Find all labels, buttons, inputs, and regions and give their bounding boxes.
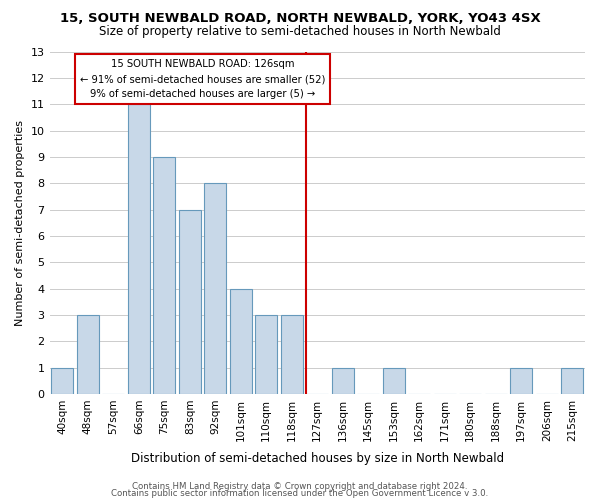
Bar [332, 368, 353, 394]
Y-axis label: Number of semi-detached properties: Number of semi-detached properties [15, 120, 25, 326]
Bar [154, 157, 175, 394]
Bar [77, 315, 98, 394]
Text: Size of property relative to semi-detached houses in North Newbald: Size of property relative to semi-detach… [99, 25, 501, 38]
Text: 15, SOUTH NEWBALD ROAD, NORTH NEWBALD, YORK, YO43 4SX: 15, SOUTH NEWBALD ROAD, NORTH NEWBALD, Y… [59, 12, 541, 26]
Bar [179, 210, 200, 394]
Bar [128, 104, 149, 394]
Bar [230, 288, 251, 394]
Bar [511, 368, 532, 394]
Bar [562, 368, 583, 394]
Bar [383, 368, 404, 394]
Text: Contains public sector information licensed under the Open Government Licence v : Contains public sector information licen… [112, 489, 488, 498]
Text: 15 SOUTH NEWBALD ROAD: 126sqm
← 91% of semi-detached houses are smaller (52)
9% : 15 SOUTH NEWBALD ROAD: 126sqm ← 91% of s… [80, 60, 325, 99]
X-axis label: Distribution of semi-detached houses by size in North Newbald: Distribution of semi-detached houses by … [131, 452, 504, 465]
Bar [256, 315, 277, 394]
Bar [281, 315, 302, 394]
Bar [205, 183, 226, 394]
Bar [52, 368, 73, 394]
Text: Contains HM Land Registry data © Crown copyright and database right 2024.: Contains HM Land Registry data © Crown c… [132, 482, 468, 491]
